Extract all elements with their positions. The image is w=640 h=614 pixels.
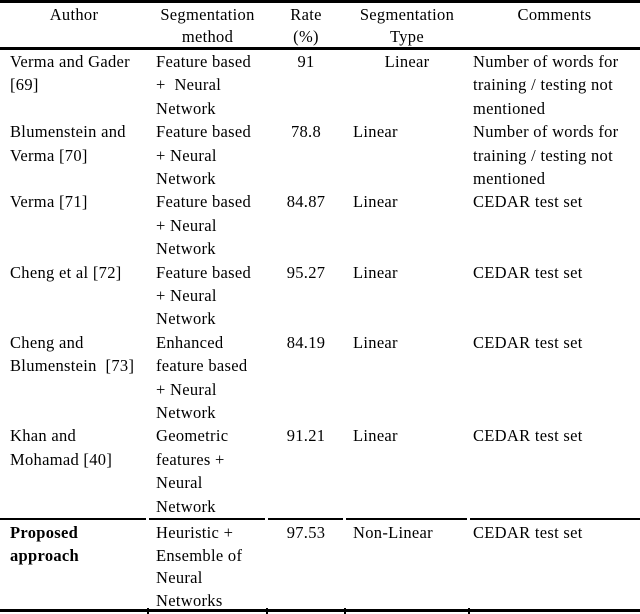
method-cell: Feature based + Neural Network bbox=[156, 52, 252, 118]
table-top-rule bbox=[0, 0, 640, 3]
table-row: Khan and Mohamad [40] Geometric features… bbox=[0, 424, 640, 518]
rule-gap bbox=[467, 517, 470, 521]
segmentation-type-cell: Linear bbox=[384, 52, 430, 71]
header-separator-rule bbox=[0, 47, 640, 50]
segmentation-type-cell: Linear bbox=[353, 262, 398, 282]
column-boundary-tick bbox=[266, 607, 268, 614]
header-segmentation-type: Segmentation Type bbox=[359, 5, 455, 46]
segmentation-type-cell: Linear bbox=[353, 426, 398, 446]
author-cell: Verma and Gader [69] bbox=[10, 52, 130, 95]
comments-cell: CEDAR test set bbox=[473, 192, 583, 212]
author-cell: Cheng and Blumenstein [73] bbox=[10, 332, 135, 376]
header-author: Author bbox=[49, 5, 99, 24]
author-cell: Blumenstein and Verma [70] bbox=[10, 122, 126, 165]
author-cell: Cheng et al [72] bbox=[10, 262, 122, 282]
rate-cell: 78.8 bbox=[290, 122, 322, 142]
proposed-row-separator-rule bbox=[0, 517, 640, 521]
table-row: Cheng and Blumenstein [73] Enhanced feat… bbox=[0, 331, 640, 425]
table-row: Verma and Gader [69] Feature based + Neu… bbox=[0, 50, 640, 120]
rule-gap bbox=[265, 517, 268, 521]
comments-cell: Number of words for training / testing n… bbox=[473, 122, 619, 188]
header-rate-percent: Rate (%) bbox=[290, 5, 322, 46]
method-cell: Enhanced feature based + Neural Network bbox=[156, 332, 248, 422]
segmentation-type-cell: Non-Linear bbox=[353, 523, 433, 543]
comments-cell: CEDAR test set bbox=[473, 262, 583, 282]
method-cell: Feature based + Neural Network bbox=[156, 262, 252, 329]
rate-cell: 95.27 bbox=[286, 262, 326, 282]
author-cell: Verma [71] bbox=[10, 192, 88, 212]
table-row: Cheng et al [72] Feature based + Neural … bbox=[0, 261, 640, 331]
table-header-row: Author Segmentation method Rate (%) Segm… bbox=[0, 3, 640, 47]
comments-cell: CEDAR test set bbox=[473, 523, 583, 543]
method-cell: Heuristic + Ensemble of Neural Networks bbox=[156, 523, 243, 610]
method-cell: Geometric features + Neural Network bbox=[156, 426, 229, 516]
table-bottom-rule bbox=[0, 608, 640, 612]
rate-cell: 91 bbox=[297, 52, 315, 71]
column-boundary-tick bbox=[344, 607, 346, 614]
comments-cell: CEDAR test set bbox=[473, 426, 583, 446]
table-row: Verma [71] Feature based + Neural Networ… bbox=[0, 190, 640, 260]
comments-cell: Number of words for training / testing n… bbox=[473, 52, 619, 118]
column-boundary-tick bbox=[147, 607, 149, 614]
segmentation-type-cell: Linear bbox=[353, 122, 398, 142]
table-row-proposed-approach: Proposed approach Heuristic + Ensemble o… bbox=[0, 520, 640, 610]
rule-gap bbox=[146, 517, 149, 521]
rate-cell: 91.21 bbox=[286, 426, 326, 446]
table-row: Blumenstein and Verma [70] Feature based… bbox=[0, 120, 640, 190]
rate-cell: 84.19 bbox=[286, 332, 326, 352]
author-cell: Proposed approach bbox=[10, 523, 80, 565]
author-cell: Khan and Mohamad [40] bbox=[10, 426, 113, 469]
rate-cell: 84.87 bbox=[286, 192, 326, 212]
comments-cell: CEDAR test set bbox=[473, 332, 583, 352]
header-comments: Comments bbox=[517, 5, 592, 24]
header-segmentation-method: Segmentation method bbox=[160, 5, 255, 46]
method-cell: Feature based + Neural Network bbox=[156, 122, 252, 188]
segmentation-type-cell: Linear bbox=[353, 192, 398, 212]
rate-cell: 97.53 bbox=[286, 523, 326, 543]
column-boundary-tick bbox=[468, 607, 470, 614]
method-cell: Feature based + Neural Network bbox=[156, 192, 252, 259]
rule-gap bbox=[343, 517, 346, 521]
segmentation-type-cell: Linear bbox=[353, 332, 398, 352]
